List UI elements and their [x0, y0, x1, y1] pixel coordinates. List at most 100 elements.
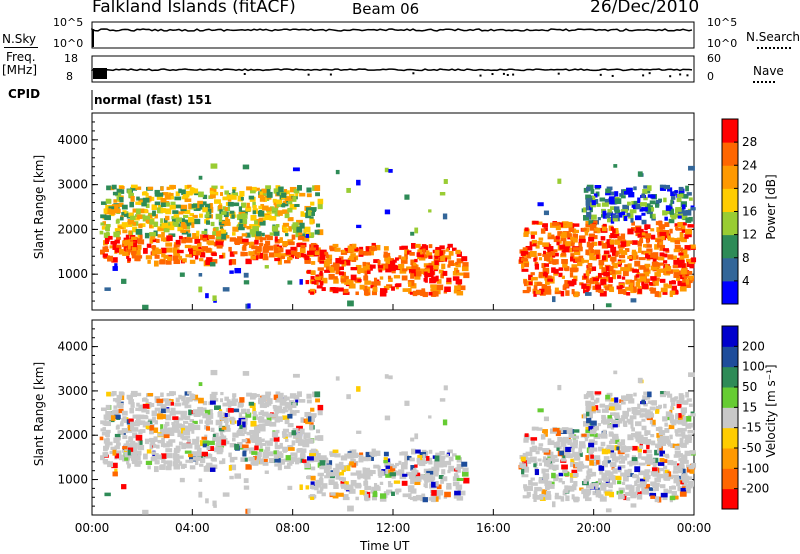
power-echo-cell	[685, 228, 693, 235]
power-echo-cell	[541, 263, 546, 269]
power-echo-cell	[207, 235, 215, 240]
velocity-echo-cell	[600, 484, 604, 491]
velocity-echo-cell	[614, 475, 622, 481]
velocity-echo-cell	[563, 489, 569, 494]
velocity-echo-cell	[249, 396, 256, 400]
velocity-echo-cell	[188, 409, 192, 416]
power-echo-cell	[161, 231, 165, 238]
power-echo-cell	[165, 202, 170, 207]
power-echo-cell	[118, 249, 124, 255]
velocity-echo-cell	[584, 436, 589, 442]
power-echo-cell	[630, 218, 634, 223]
velocity-echo-cell	[129, 444, 137, 450]
power-echo-cell	[205, 216, 210, 220]
velocity-echo-cell	[114, 468, 118, 473]
power-echo-cell	[250, 255, 256, 260]
velocity-echo-cell	[241, 424, 248, 430]
velocity-echo-cell	[282, 415, 290, 420]
velocity-echo-cell	[604, 491, 611, 496]
power-echo-cell	[525, 245, 533, 251]
velocity-echo-cell	[293, 395, 300, 400]
velocity-echo-cell	[650, 488, 656, 492]
velocity-echo-cell	[678, 465, 685, 471]
power-echo-cell	[287, 217, 294, 222]
velocity-echo-cell	[586, 447, 591, 454]
power-echo-cell	[207, 240, 215, 246]
velocity-echo-cell	[209, 394, 214, 400]
power-echo-cell	[237, 214, 242, 221]
velocity-echo-cell	[646, 444, 650, 450]
power-echo-cell	[242, 164, 250, 170]
power-echo-cell	[589, 254, 594, 261]
power-echo-cell	[179, 218, 185, 224]
velocity-echo-cell	[613, 438, 620, 444]
power-echo-cell	[620, 195, 626, 199]
power-echo-cell	[242, 244, 247, 251]
velocity-echo-cell	[570, 458, 575, 464]
power-echo-cell	[355, 264, 362, 270]
velocity-echo-cell	[611, 456, 616, 462]
velocity-echo-cell	[681, 419, 688, 426]
power-echo-cell	[672, 265, 679, 269]
velocity-echo-cell	[231, 398, 239, 403]
power-echo-cell	[572, 229, 579, 233]
velocity-echo-cell	[422, 454, 426, 461]
power-echo-cell	[149, 219, 154, 225]
power-echo-cell	[436, 279, 442, 284]
power-echo-cell	[586, 205, 590, 211]
velocity-echo-cell	[674, 396, 678, 400]
power-echo-cell	[292, 228, 298, 233]
velocity-echo-cell	[365, 452, 370, 458]
velocity-echo-cell	[172, 461, 179, 467]
power-echo-cell	[162, 192, 169, 196]
velocity-echo-cell	[228, 452, 232, 458]
power-echo-cell	[300, 211, 305, 217]
power-echo-cell	[184, 244, 192, 249]
velocity-echo-cell	[599, 496, 607, 502]
velocity-echo-cell	[674, 445, 681, 451]
power-echo-cell	[362, 265, 368, 271]
power-echo-cell	[149, 222, 153, 229]
velocity-echo-cell	[635, 486, 641, 493]
power-echo-cell	[636, 271, 640, 277]
power-echo-cell	[682, 210, 687, 216]
power-echo-cell	[406, 266, 413, 271]
power-echo-cell	[620, 250, 628, 255]
power-echo-cell	[591, 195, 596, 202]
velocity-echo-cell	[300, 417, 305, 423]
velocity-echo-cell	[349, 461, 355, 466]
velocity-echo-cell	[442, 419, 448, 426]
velocity-echo-cell	[617, 466, 622, 470]
velocity-echo-cell	[605, 398, 611, 402]
velocity-echo-cell	[647, 400, 653, 404]
velocity-echo-cell	[297, 441, 305, 446]
velocity-echo-cell	[317, 472, 324, 477]
power-echo-cell	[521, 268, 529, 272]
power-echo-cell	[259, 252, 264, 259]
power-echo-cell	[193, 218, 201, 225]
power-echo-cell	[108, 235, 113, 240]
velocity-echo-cell	[629, 487, 634, 494]
velocity-echo-cell	[456, 463, 464, 469]
power-echo-cell	[631, 221, 635, 226]
y-tick-label: 3000	[57, 178, 88, 192]
velocity-echo-cell	[261, 394, 267, 400]
velocity-echo-cell	[232, 395, 236, 400]
x-tick-label: 04:00	[175, 521, 210, 535]
velocity-echo-cell	[303, 432, 311, 439]
power-echo-cell	[242, 215, 246, 222]
power-echo-cell	[222, 206, 226, 211]
velocity-echo-cell	[344, 453, 350, 457]
velocity-echo-cell	[442, 476, 448, 482]
power-echo-cell	[428, 270, 435, 276]
power-echo-cell	[421, 254, 428, 259]
velocity-echo-cell	[302, 459, 307, 463]
velocity-echo-cell	[573, 481, 578, 487]
velocity-echo-cell	[156, 413, 164, 420]
velocity-echo-cell	[143, 421, 150, 426]
velocity-echo-cell	[135, 407, 143, 412]
power-echo-cell	[354, 247, 359, 252]
power-echo-cell	[415, 271, 422, 277]
power-colorbar-swatch	[722, 119, 738, 143]
power-echo-cell	[228, 259, 232, 266]
